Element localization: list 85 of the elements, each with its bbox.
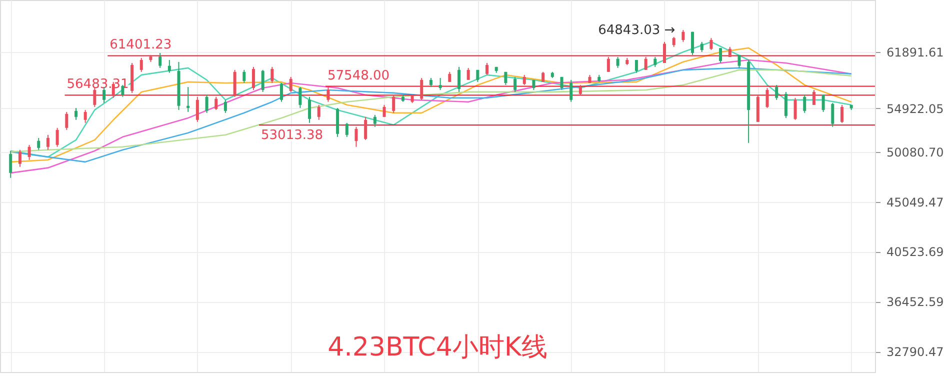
ref-line-label: 61401.23 bbox=[110, 38, 172, 53]
candlestick bbox=[168, 59, 171, 74]
candlestick bbox=[803, 94, 806, 114]
candlestick bbox=[392, 94, 396, 114]
text: 4.23BTC4小时K线 bbox=[328, 332, 548, 363]
candlestick bbox=[794, 97, 797, 120]
candlestick bbox=[831, 102, 834, 128]
candlestick bbox=[18, 149, 22, 168]
candlestick bbox=[738, 54, 741, 68]
candlestick bbox=[205, 94, 208, 114]
candlestick bbox=[616, 56, 620, 68]
candlestick bbox=[308, 96, 312, 124]
ref-line-label: 57548.00 bbox=[328, 68, 390, 84]
candlestick bbox=[766, 87, 769, 108]
candlestick bbox=[224, 99, 227, 114]
candlestick bbox=[373, 114, 376, 128]
candlestick bbox=[606, 56, 610, 72]
candlestick bbox=[354, 126, 358, 148]
candlestick bbox=[317, 104, 320, 120]
candlestick bbox=[84, 109, 87, 124]
candlestick bbox=[280, 82, 283, 102]
candlestick bbox=[448, 71, 452, 82]
y-tick-label: 40523.69 bbox=[886, 245, 944, 260]
candlestick bbox=[46, 134, 50, 150]
candlestick bbox=[93, 87, 96, 108]
candlestick bbox=[186, 86, 190, 112]
candlestick bbox=[74, 107, 78, 120]
annotation: 64843.03 → bbox=[598, 22, 676, 38]
candlestick bbox=[298, 86, 302, 108]
candlestick bbox=[476, 69, 480, 82]
candlestick bbox=[420, 77, 424, 100]
candlestick bbox=[634, 59, 638, 74]
candlestick bbox=[662, 41, 666, 64]
candlestick bbox=[578, 84, 582, 96]
candlestick bbox=[364, 116, 368, 140]
candlestick bbox=[682, 29, 685, 42]
candlestick bbox=[570, 79, 573, 102]
candlestick bbox=[840, 104, 844, 124]
candlestick bbox=[457, 66, 460, 92]
candlestick bbox=[522, 74, 526, 86]
candlestick bbox=[196, 96, 199, 122]
candlestick bbox=[560, 76, 564, 90]
candlestick bbox=[438, 77, 442, 90]
candlestick bbox=[710, 38, 713, 50]
candlestick bbox=[822, 94, 825, 112]
y-tick-label: 32790.47 bbox=[886, 345, 944, 360]
y-tick-label: 50080.70 bbox=[886, 145, 944, 160]
candlestick bbox=[542, 71, 545, 82]
candlestick bbox=[784, 91, 788, 118]
candlestick bbox=[252, 66, 255, 90]
candlestick bbox=[514, 76, 517, 92]
y-tick-label: 54922.05 bbox=[886, 102, 944, 116]
candlestick bbox=[9, 150, 12, 178]
candlestick bbox=[289, 76, 292, 92]
candlestick bbox=[28, 144, 31, 160]
candlestick bbox=[37, 137, 40, 150]
candlestick bbox=[486, 62, 489, 76]
candlestick bbox=[504, 71, 508, 86]
candlestick bbox=[158, 52, 162, 68]
candlestick bbox=[326, 86, 330, 102]
candlestick bbox=[672, 36, 676, 48]
candlestick bbox=[140, 57, 143, 72]
candlestick bbox=[261, 69, 264, 92]
candlestick bbox=[644, 56, 648, 70]
candlestick bbox=[56, 127, 59, 148]
candlestick bbox=[728, 46, 732, 58]
candlestick bbox=[233, 69, 236, 98]
candlestick bbox=[214, 96, 218, 110]
candlestick bbox=[466, 67, 470, 80]
y-tick-label: 61891.61 bbox=[886, 45, 944, 60]
y-tick-label: 45049.47 bbox=[886, 195, 944, 210]
candlestick bbox=[242, 69, 246, 84]
candlestick bbox=[429, 77, 432, 88]
candlestick bbox=[775, 84, 778, 100]
candlestick bbox=[270, 66, 274, 84]
candlestick bbox=[382, 104, 386, 118]
candlestick bbox=[345, 122, 348, 138]
candlestick bbox=[65, 111, 68, 130]
candlestick bbox=[691, 31, 694, 56]
y-tick-label: 36452.59 bbox=[886, 295, 944, 310]
ref-line-label: 53013.38 bbox=[261, 128, 324, 143]
candlestick bbox=[700, 41, 704, 52]
candlestick bbox=[654, 56, 657, 68]
candlestick bbox=[812, 89, 816, 106]
candlestick bbox=[719, 47, 722, 64]
